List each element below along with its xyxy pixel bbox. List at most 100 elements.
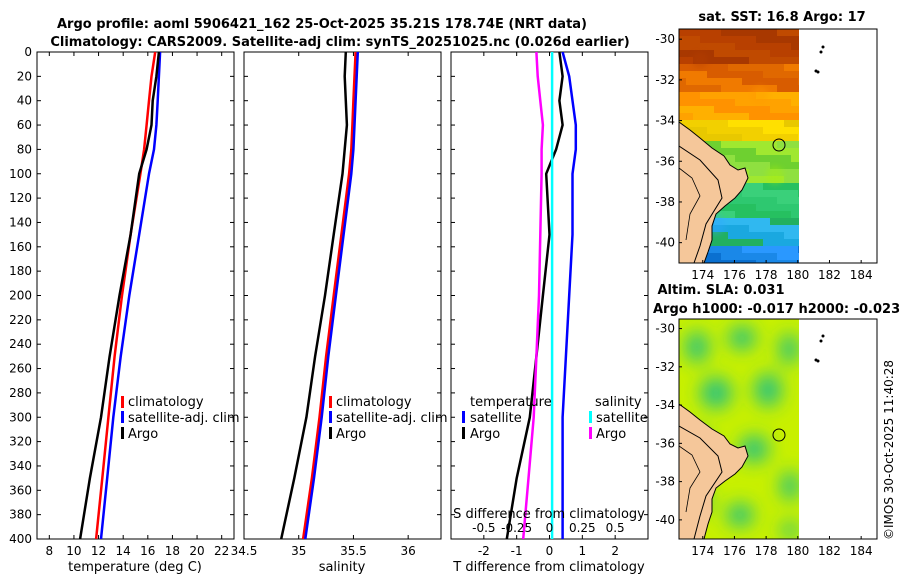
sst-cell xyxy=(777,148,784,155)
sst-cell xyxy=(714,113,721,120)
legend-t-satellite: satellite xyxy=(470,411,522,426)
sst-cell xyxy=(679,43,686,50)
map-x-tick-label: 180 xyxy=(786,268,809,282)
x-tick-label: 12 xyxy=(91,544,106,558)
sst-cell xyxy=(735,71,742,78)
sst-cell xyxy=(791,36,798,43)
sst-cell xyxy=(686,106,693,113)
sst-cell xyxy=(742,148,749,155)
sst-cell xyxy=(714,120,721,127)
x-tick-label: 16 xyxy=(140,544,155,558)
sst-cell xyxy=(784,92,791,99)
sst-cell xyxy=(756,71,763,78)
sst-cell xyxy=(735,43,742,50)
sst-cell xyxy=(714,106,721,113)
sst-cell xyxy=(791,218,798,225)
depth-tick-label: 300 xyxy=(9,410,32,424)
map-x-tick-label: 178 xyxy=(755,268,778,282)
sst-cell xyxy=(714,50,721,57)
sst-cell xyxy=(728,71,735,78)
sst-cell xyxy=(728,57,735,64)
sst-cell xyxy=(742,183,749,190)
sst-cell xyxy=(742,190,749,197)
argo-location-marker xyxy=(772,428,786,442)
sst-cell xyxy=(714,64,721,71)
sst-cell xyxy=(756,218,763,225)
sst-cell xyxy=(756,239,763,246)
sst-cell xyxy=(686,85,693,92)
x-tick-label: 35 xyxy=(291,544,306,558)
depth-tick-label: 400 xyxy=(9,532,32,546)
sst-cell xyxy=(756,120,763,127)
map2-frame xyxy=(678,318,878,540)
x-tick-label: 18 xyxy=(165,544,180,558)
temperature-lines xyxy=(78,52,162,539)
sst-cell xyxy=(749,246,756,253)
sst-cell xyxy=(700,71,707,78)
sst-cell xyxy=(791,204,798,211)
sst-cell xyxy=(749,43,756,50)
sst-cell xyxy=(749,239,756,246)
sst-cell xyxy=(777,36,784,43)
sst-cell xyxy=(728,92,735,99)
sst-cell xyxy=(728,43,735,50)
sst-cell xyxy=(707,253,714,260)
sst-cell xyxy=(721,29,728,36)
sst-cell xyxy=(707,99,714,106)
sst-cell xyxy=(721,127,728,134)
x-tick-label: 35.5 xyxy=(340,544,367,558)
sst-cell xyxy=(770,127,777,134)
sst-cell xyxy=(791,190,798,197)
sst-cell xyxy=(714,260,721,263)
new-zealand-land xyxy=(679,403,749,539)
sst-cell xyxy=(707,71,714,78)
sst-cell xyxy=(728,211,735,218)
depth-axis: 0 20 40 60 80 100 120 140 160 180 200 220 240 260 280 3… xyxy=(9,45,648,546)
sst-cell xyxy=(770,218,777,225)
sst-cell xyxy=(742,106,749,113)
title-line2: Climatology: CARS2009. Satellite-adj cli… xyxy=(50,35,629,50)
sst-cell xyxy=(728,78,735,85)
sst-cell xyxy=(735,106,742,113)
sst-cell xyxy=(707,43,714,50)
sst-cell xyxy=(714,232,721,239)
sst-cell xyxy=(756,29,763,36)
sst-cell xyxy=(749,120,756,127)
sst-cell xyxy=(728,64,735,71)
depth-tick-label: 280 xyxy=(9,386,32,400)
sst-cell xyxy=(777,155,784,162)
sst-cell xyxy=(749,134,756,141)
map-x-tick-label: 178 xyxy=(755,544,778,558)
sst-cell xyxy=(763,162,770,169)
sst-cell xyxy=(707,29,714,36)
sst-cell xyxy=(728,155,735,162)
sst-cell xyxy=(693,92,700,99)
map-y-tick-label: -40 xyxy=(655,513,675,527)
sst-cell xyxy=(742,57,749,64)
sst-cell xyxy=(728,120,735,127)
salinity-lines xyxy=(279,52,360,539)
top-tick-label: 0.5 xyxy=(606,521,625,535)
sst-cell xyxy=(763,211,770,218)
sst-cell xyxy=(791,253,798,260)
sst-cell xyxy=(728,218,735,225)
sst-cell xyxy=(763,155,770,162)
sst-cell xyxy=(742,64,749,71)
sst-cell xyxy=(763,239,770,246)
sst-cell xyxy=(742,29,749,36)
legend-argo: Argo xyxy=(128,427,158,442)
sst-cell xyxy=(735,134,742,141)
sst-cell xyxy=(742,85,749,92)
sst-cell xyxy=(763,57,770,64)
sst-cell xyxy=(770,113,777,120)
map-x-tick-label: 182 xyxy=(818,544,841,558)
imos-watermark: ©IMOS 30-Oct-2025 11:40:28 xyxy=(882,360,896,540)
sst-cell xyxy=(784,78,791,85)
sst-cell xyxy=(756,204,763,211)
legend-argo: Argo xyxy=(336,427,366,442)
sst-cell xyxy=(756,134,763,141)
sst-cell xyxy=(777,190,784,197)
sst-cell xyxy=(686,64,693,71)
sst-cell xyxy=(791,239,798,246)
